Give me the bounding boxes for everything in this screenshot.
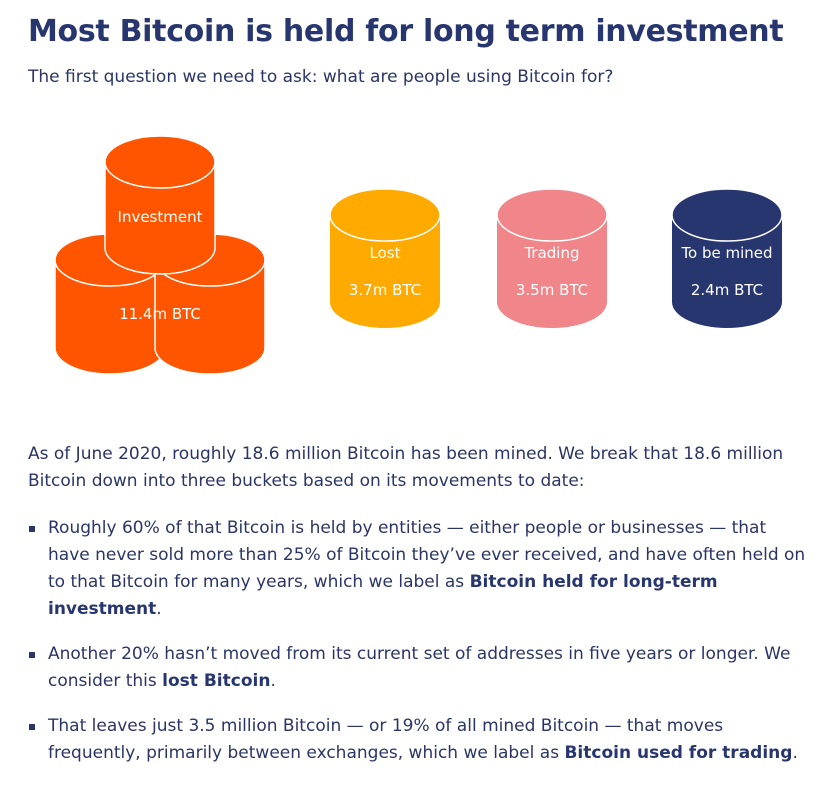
list-item: That leaves just 3.5 million Bitcoin — o… [28,713,808,767]
lost-cylinder [329,188,441,328]
page-title: Most Bitcoin is held for long term inves… [28,14,784,49]
trading-value: 3.5m BTC [516,281,588,299]
list-item-bold: Bitcoin used for trading [564,743,793,763]
bucket-list: Roughly 60% of that Bitcoin is held by e… [28,515,808,785]
list-item-bold: Bitcoin held for long-term investment [48,572,718,619]
investment-value: 11.4m BTC [119,305,201,323]
list-item-text: Roughly 60% of that Bitcoin is held by e… [48,518,806,592]
trading-label: Trading [523,244,579,262]
to-be-mined-value: 2.4m BTC [691,281,763,299]
list-item-end: . [792,743,798,763]
bullet-square-icon [29,526,35,532]
to-be-mined-cylinder [671,188,783,328]
list-item: Another 20% hasn’t moved from its curren… [28,641,808,695]
list-item-text: Another 20% hasn’t moved from its curren… [48,644,791,691]
trading-cylinder [496,188,608,328]
list-item-bold: lost Bitcoin [162,671,271,691]
to-be-mined-label: To be mined [680,244,772,262]
list-item: Roughly 60% of that Bitcoin is held by e… [28,515,808,623]
page-subtitle: The first question we need to ask: what … [28,67,614,87]
bullet-square-icon [29,724,35,730]
investment-cylinder-top [104,135,216,275]
intro-paragraph: As of June 2020, roughly 18.6 million Bi… [28,444,784,491]
list-item-end: . [156,599,162,619]
list-item-end: . [270,671,276,691]
lost-value: 3.7m BTC [349,281,421,299]
investment-label: Investment [118,208,203,226]
bitcoin-buckets-figure: Investment 11.4m BTC Lost 3.7m BTC Tradi… [0,120,825,390]
lost-label: Lost [370,244,401,262]
bullet-square-icon [29,652,35,658]
